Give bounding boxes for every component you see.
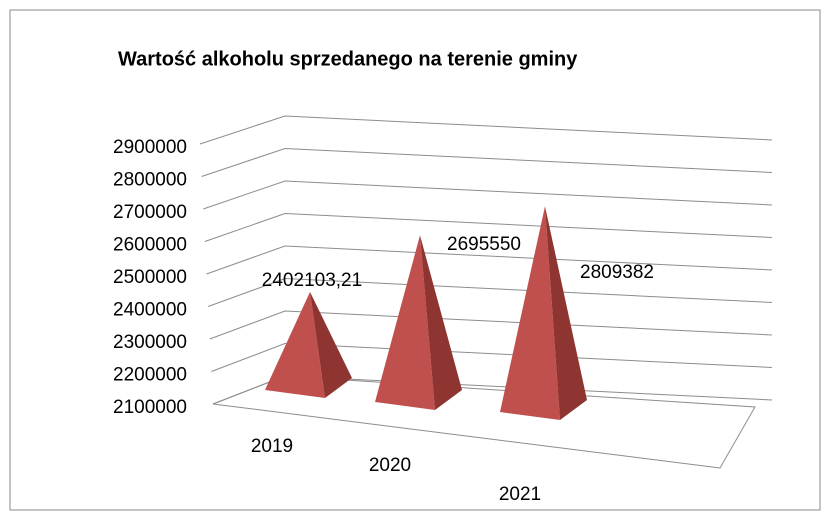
y-tick-label: 2800000	[113, 170, 187, 191]
x-tick-label: 2021	[499, 484, 541, 505]
grid-line	[199, 115, 773, 145]
y-tick-label: 2100000	[113, 397, 187, 418]
y-tick-label: 2300000	[113, 332, 187, 353]
y-tick-label: 2600000	[113, 235, 187, 256]
y-tick-label: 2900000	[113, 137, 187, 158]
pyramid	[500, 206, 587, 420]
y-tick-label: 2700000	[113, 202, 187, 223]
x-tick-label: 2019	[251, 436, 293, 457]
data-label: 2809382	[580, 262, 654, 283]
pyramid-side-face	[420, 235, 462, 410]
chart-title: Wartość alkoholu sprzedanego na terenie …	[118, 48, 578, 70]
pyramid-front-face	[265, 291, 325, 398]
grid-line	[201, 147, 773, 177]
pyramid-front-face	[500, 206, 560, 420]
pyramid-front-face	[375, 235, 435, 410]
y-tick-label: 2400000	[113, 300, 187, 321]
grid-line	[211, 342, 773, 372]
pyramid-side-face	[310, 291, 352, 398]
grid-line	[204, 212, 773, 242]
grid-line	[206, 245, 773, 275]
grid-line	[203, 180, 773, 210]
grid-line	[207, 277, 773, 307]
data-label: 2402103,21	[262, 270, 362, 291]
y-tick-label: 2200000	[113, 365, 187, 386]
x-tick-label: 2020	[369, 455, 411, 476]
pyramid	[265, 291, 352, 398]
pyramid-side-face	[545, 206, 587, 420]
data-label: 2695550	[447, 234, 521, 255]
y-tick-label: 2500000	[113, 267, 187, 288]
pyramid	[375, 235, 462, 410]
grid-line	[209, 310, 773, 340]
